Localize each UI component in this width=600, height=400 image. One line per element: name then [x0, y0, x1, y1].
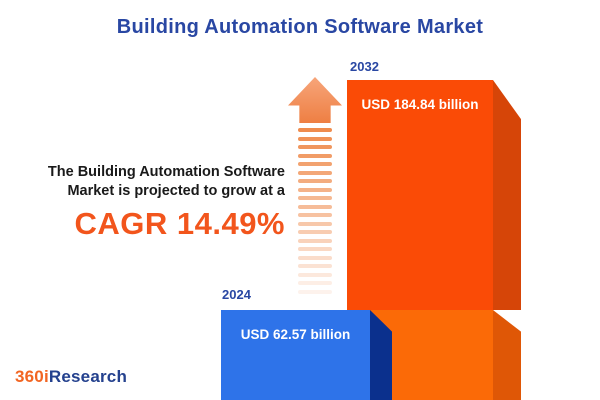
bar-2032-side-upper: [493, 80, 521, 310]
bar-2024-side: [370, 310, 392, 400]
growth-annotation: The Building Automation Software Market …: [5, 163, 285, 242]
bar-2024-value: USD 62.57 billion: [240, 327, 351, 342]
cagr-value: CAGR 14.49%: [74, 206, 285, 241]
logo-part-orange: 360i: [15, 367, 49, 386]
growth-arrow-stem: [298, 128, 332, 298]
growth-arrow-icon: [288, 77, 342, 123]
annotation-line-2: Market is projected to grow at a: [67, 183, 285, 199]
bar-2024-front: [221, 310, 370, 400]
annotation-line-1: The Building Automation Software: [47, 164, 285, 180]
bar-label-2032: 2032: [350, 59, 379, 74]
bar-label-2024: 2024: [222, 287, 251, 302]
bar-2032-value: USD 184.84 billion: [361, 97, 479, 112]
logo-part-blue: Research: [48, 367, 128, 386]
bar-2032-side-lower: [493, 310, 521, 400]
bar-2032-front-upper: [347, 80, 493, 310]
page-title: Building Automation Software Market: [116, 16, 484, 38]
company-logo: 360iResearch: [15, 367, 127, 387]
